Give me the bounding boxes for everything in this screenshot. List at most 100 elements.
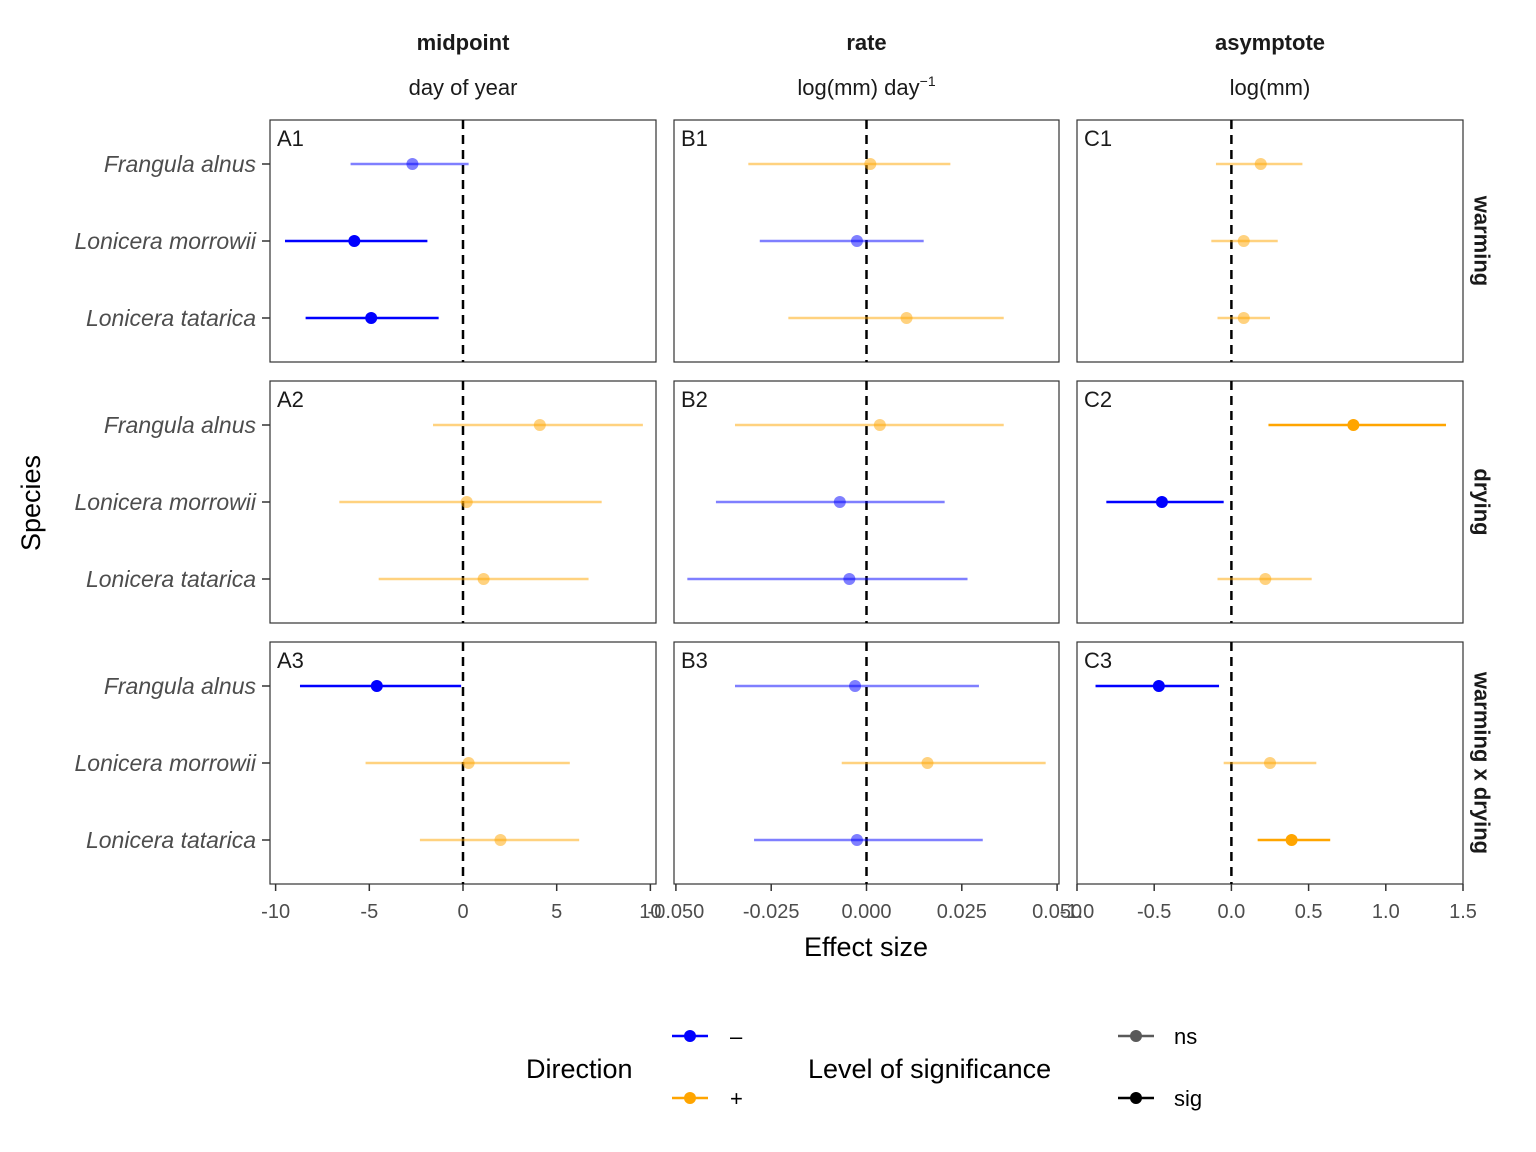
x-tick-label: -0.050 bbox=[648, 901, 705, 923]
estimate-point bbox=[1152, 680, 1165, 692]
x-tick-label: 0 bbox=[457, 901, 468, 923]
estimate-point bbox=[370, 680, 383, 692]
panel-label: B1 bbox=[681, 126, 708, 151]
estimate-point bbox=[850, 834, 863, 846]
panel-label: C2 bbox=[1084, 387, 1112, 412]
panel-C3: C3 bbox=[1076, 641, 1464, 885]
column-title-A: midpoint bbox=[417, 30, 511, 55]
x-tick-label: 0.0 bbox=[1217, 901, 1245, 923]
legend-significance-label: sig bbox=[1174, 1086, 1202, 1111]
estimate-point bbox=[1155, 496, 1168, 508]
x-tick-label: -0.5 bbox=[1137, 901, 1171, 923]
estimate-point bbox=[1237, 235, 1250, 247]
estimate-point bbox=[1259, 573, 1272, 585]
panel-label: A1 bbox=[277, 126, 304, 151]
x-tick-label: 1.0 bbox=[1372, 901, 1400, 923]
estimate-point bbox=[1254, 158, 1267, 170]
estimate-point bbox=[849, 680, 862, 692]
species-label: Frangula alnus bbox=[104, 151, 257, 177]
legend-significance-key-point bbox=[1130, 1092, 1142, 1104]
row-strip-2: drying bbox=[1470, 468, 1495, 535]
estimate-point bbox=[365, 312, 378, 324]
x-tick-label: 0.025 bbox=[937, 901, 987, 923]
legend-significance-key-point bbox=[1130, 1030, 1142, 1042]
column-subtitle-A: day of year bbox=[409, 75, 518, 100]
estimate-point bbox=[843, 573, 856, 585]
panel-label: C1 bbox=[1084, 126, 1112, 151]
legend: Direction – + Level of significance ns sig bbox=[526, 1024, 1202, 1111]
estimate-point bbox=[1237, 312, 1250, 324]
estimate-point bbox=[900, 312, 913, 324]
estimate-point bbox=[873, 419, 886, 431]
x-tick-label: -10 bbox=[261, 901, 290, 923]
panel-C1: C1 bbox=[1076, 119, 1464, 363]
y-axis-title: Species bbox=[16, 455, 46, 551]
x-tick-label: -5 bbox=[360, 901, 378, 923]
panel-A3: A3 bbox=[269, 641, 657, 885]
estimate-point bbox=[864, 158, 877, 170]
estimate-point bbox=[348, 235, 361, 247]
estimate-point bbox=[406, 158, 419, 170]
estimate-point bbox=[477, 573, 490, 585]
legend-direction-label: + bbox=[730, 1086, 743, 1111]
row-strip-3: warming x drying bbox=[1470, 671, 1495, 854]
panel-B1: B1 bbox=[673, 119, 1060, 363]
estimate-point bbox=[921, 757, 934, 769]
species-label: Lonicera tatarica bbox=[86, 827, 256, 853]
species-label: Lonicera morrowii bbox=[74, 228, 256, 254]
column-headers: midpoint day of year rate log(mm) day−1 asym… bbox=[409, 30, 1325, 100]
species-label: Frangula alnus bbox=[104, 412, 257, 438]
x-tick-label: 0.000 bbox=[841, 901, 891, 923]
panel-label: A2 bbox=[277, 387, 304, 412]
x-tick-label: 10 bbox=[639, 901, 661, 923]
estimate-point bbox=[494, 834, 507, 846]
panel-B2: B2 bbox=[673, 380, 1060, 624]
panel-label: B2 bbox=[681, 387, 708, 412]
legend-direction-title: Direction bbox=[526, 1054, 633, 1084]
row-strip-1: warming bbox=[1470, 195, 1495, 286]
species-label: Lonicera morrowii bbox=[74, 750, 256, 776]
estimate-point bbox=[850, 235, 863, 247]
panel-A2: A2 bbox=[269, 380, 657, 624]
panel-C2: C2 bbox=[1076, 380, 1464, 624]
panel-border bbox=[1076, 380, 1464, 624]
x-tick-label: 1.5 bbox=[1449, 901, 1477, 923]
estimate-point bbox=[833, 496, 846, 508]
panels: A1 B1 C1 A2 B2 C2 A3 B3 C3 bbox=[269, 119, 1464, 885]
legend-direction-key-point bbox=[684, 1092, 696, 1104]
column-title-C: asymptote bbox=[1215, 30, 1325, 55]
legend-significance-label: ns bbox=[1174, 1024, 1197, 1049]
estimate-point bbox=[1264, 757, 1276, 769]
row-strips: warming drying warming x drying bbox=[1470, 195, 1495, 854]
x-tick-label: -1.0 bbox=[1060, 901, 1094, 923]
estimate-point bbox=[533, 419, 546, 431]
legend-direction-key-point bbox=[684, 1030, 696, 1042]
estimate-point bbox=[1285, 834, 1298, 846]
column-title-B: rate bbox=[846, 30, 886, 55]
species-label: Lonicera morrowii bbox=[74, 489, 256, 515]
panel-label: C3 bbox=[1084, 648, 1112, 673]
panel-border bbox=[1076, 641, 1464, 885]
panel-B3: B3 bbox=[673, 641, 1060, 885]
column-subtitle-B: log(mm) day−1 bbox=[797, 73, 935, 100]
x-tick-label: 0.050 bbox=[1032, 901, 1082, 923]
species-label: Frangula alnus bbox=[104, 673, 257, 699]
panel-border bbox=[1076, 119, 1464, 363]
panel-label: B3 bbox=[681, 648, 708, 673]
panel-A1: A1 bbox=[269, 119, 657, 363]
column-subtitle-C: log(mm) bbox=[1230, 75, 1311, 100]
legend-direction-label: – bbox=[730, 1024, 743, 1049]
estimate-point bbox=[462, 757, 475, 769]
x-tick-label: -0.025 bbox=[743, 901, 800, 923]
species-label: Lonicera tatarica bbox=[86, 305, 256, 331]
x-tick-label: 0.5 bbox=[1295, 901, 1323, 923]
estimate-point bbox=[460, 496, 473, 508]
x-axis-title: Effect size bbox=[804, 932, 928, 962]
species-label: Lonicera tatarica bbox=[86, 566, 256, 592]
legend-significance-title: Level of significance bbox=[808, 1054, 1051, 1084]
estimate-point bbox=[1347, 419, 1360, 431]
panel-label: A3 bbox=[277, 648, 304, 673]
x-tick-label: 5 bbox=[551, 901, 562, 923]
axes: Frangula alnus Lonicera morrowii Lonicera … bbox=[74, 151, 1476, 923]
